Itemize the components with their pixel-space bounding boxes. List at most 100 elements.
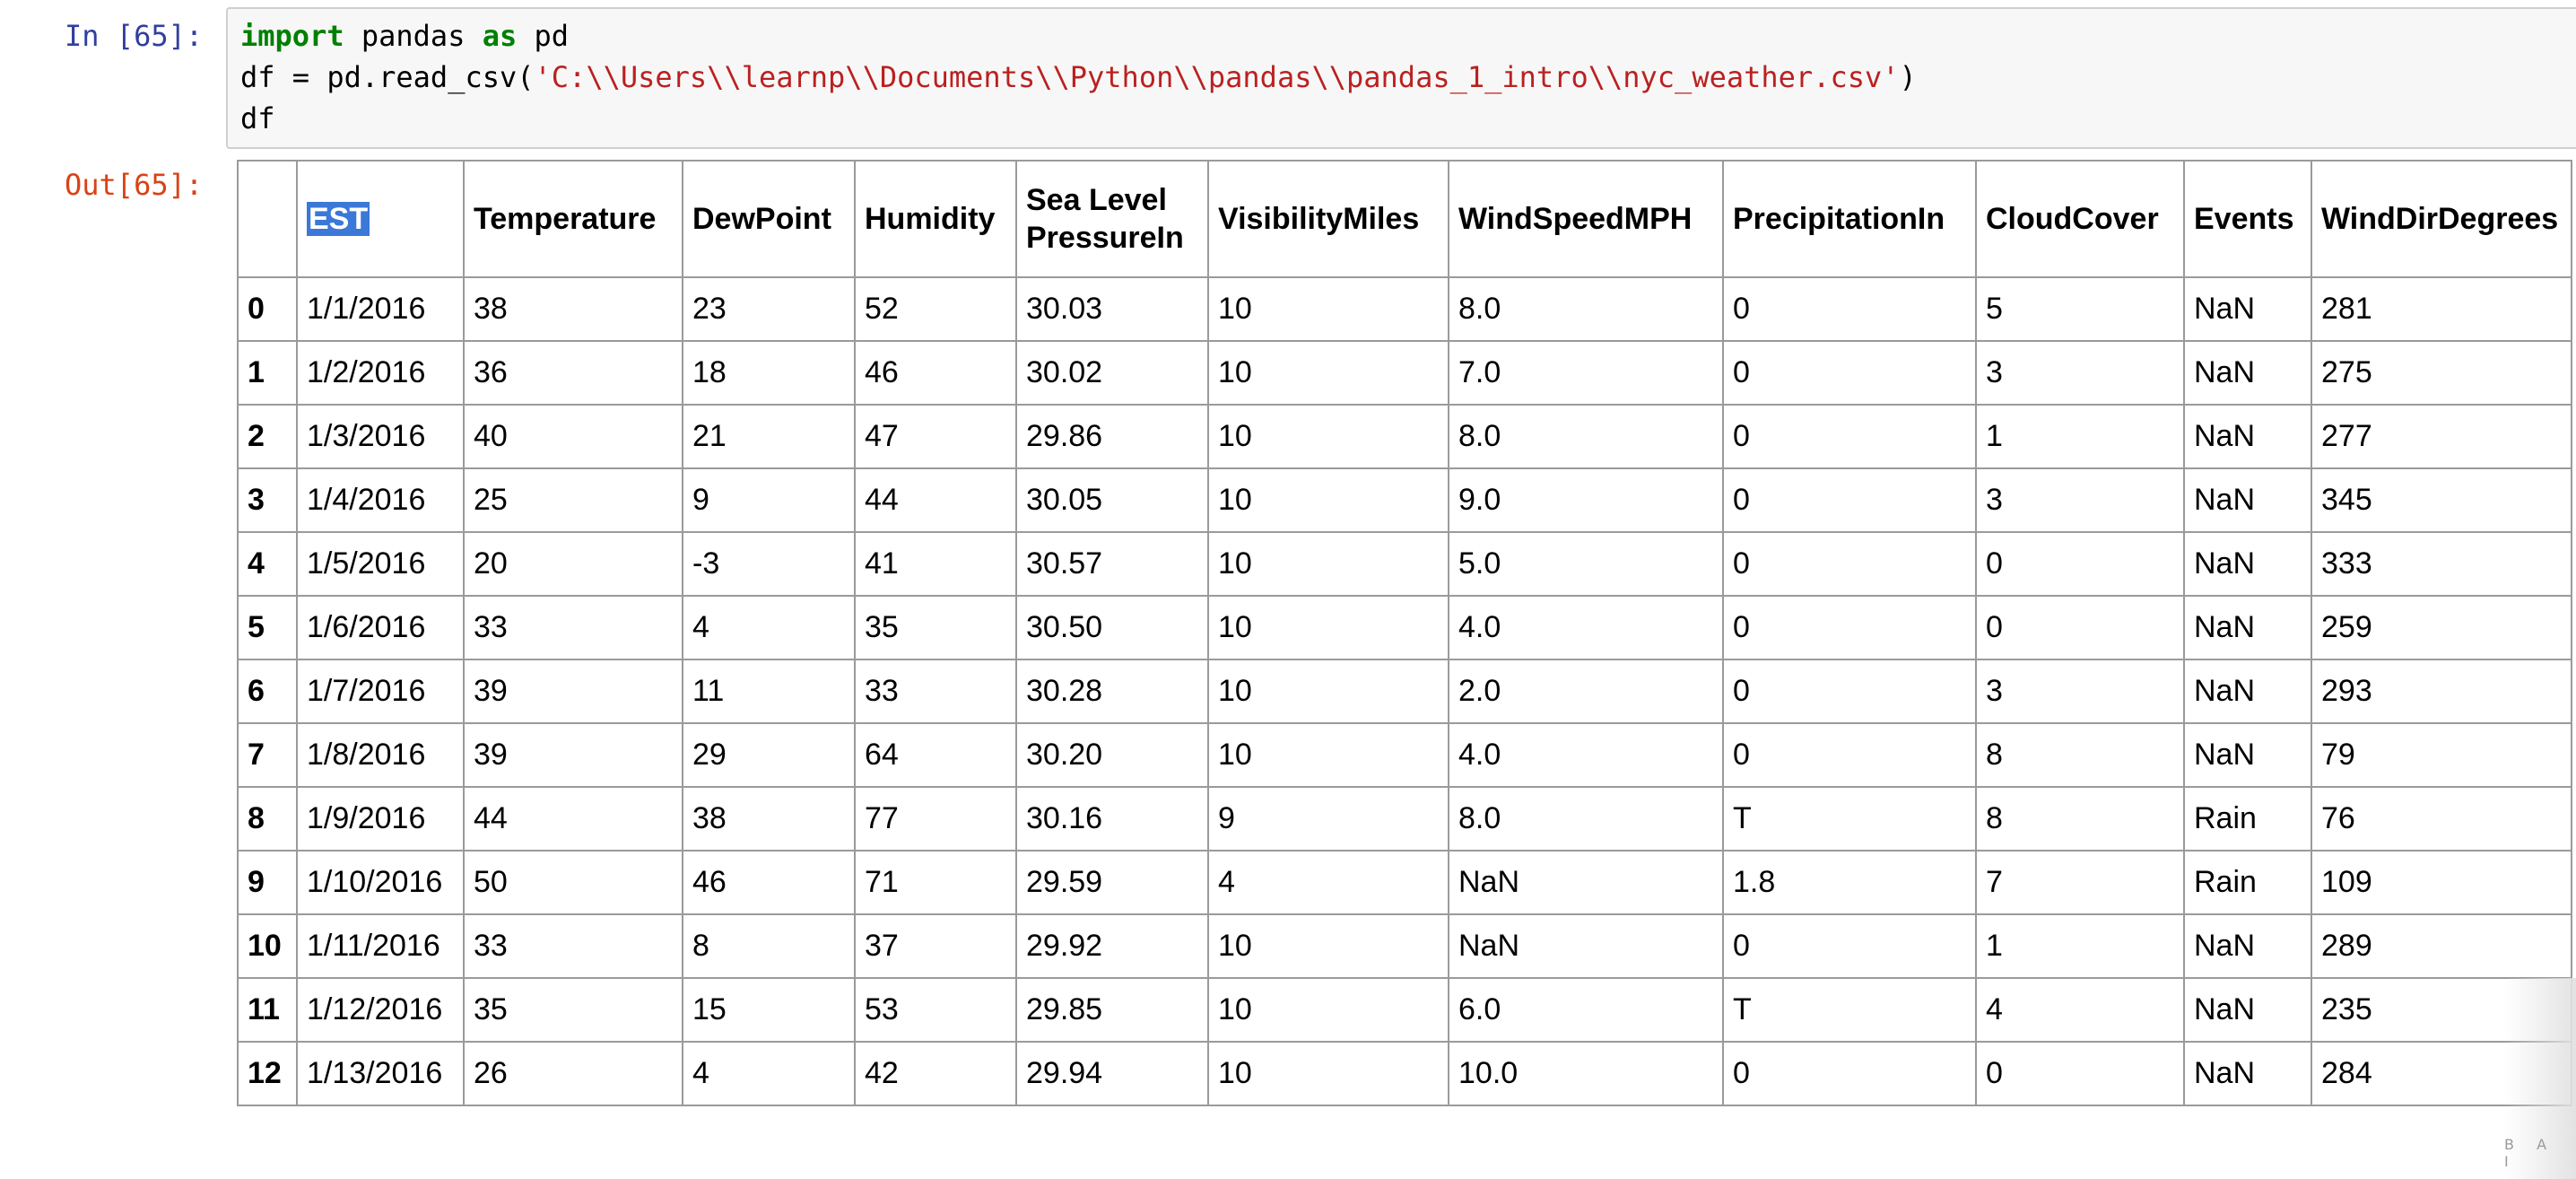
table-cell[interactable]: 29.86 bbox=[1015, 404, 1209, 469]
table-cell[interactable]: 0 bbox=[1722, 659, 1977, 724]
table-cell[interactable]: 8.0 bbox=[1448, 786, 1724, 852]
table-cell[interactable]: 10 bbox=[1207, 977, 1449, 1043]
table-cell[interactable]: 46 bbox=[854, 340, 1017, 406]
table-cell[interactable]: 10 bbox=[1207, 404, 1449, 469]
table-cell[interactable]: 0 bbox=[1722, 913, 1977, 979]
table-cell[interactable]: 39 bbox=[463, 659, 683, 724]
table-cell[interactable]: 15 bbox=[682, 977, 856, 1043]
table-cell[interactable]: 8.0 bbox=[1448, 276, 1724, 342]
table-cell[interactable]: 40 bbox=[463, 404, 683, 469]
table-cell[interactable]: 29 bbox=[682, 722, 856, 788]
table-cell[interactable]: 289 bbox=[2311, 913, 2572, 979]
table-cell[interactable]: -3 bbox=[682, 531, 856, 597]
table-cell[interactable]: 10 bbox=[1207, 595, 1449, 660]
table-cell[interactable]: 29.94 bbox=[1015, 1041, 1209, 1106]
table-cell[interactable]: 1/3/2016 bbox=[296, 404, 465, 469]
table-cell[interactable]: 3 bbox=[1975, 467, 2185, 533]
table-cell[interactable]: 38 bbox=[682, 786, 856, 852]
table-cell[interactable]: 29.85 bbox=[1015, 977, 1209, 1043]
column-header[interactable]: Temperature bbox=[463, 160, 683, 278]
table-cell[interactable]: 30.57 bbox=[1015, 531, 1209, 597]
table-cell[interactable]: 39 bbox=[463, 722, 683, 788]
table-cell[interactable]: 8.0 bbox=[1448, 404, 1724, 469]
table-cell[interactable]: 10 bbox=[1207, 276, 1449, 342]
table-cell[interactable]: 64 bbox=[854, 722, 1017, 788]
column-header[interactable]: CloudCover bbox=[1975, 160, 2185, 278]
table-cell[interactable]: 1/5/2016 bbox=[296, 531, 465, 597]
table-cell[interactable]: 0 bbox=[1975, 531, 2185, 597]
table-cell[interactable]: 0 bbox=[1975, 595, 2185, 660]
table-cell[interactable]: 2.0 bbox=[1448, 659, 1724, 724]
table-cell[interactable]: 1 bbox=[1975, 404, 2185, 469]
table-cell[interactable]: Rain bbox=[2183, 786, 2312, 852]
table-cell[interactable]: 8 bbox=[1975, 786, 2185, 852]
table-cell[interactable]: 10 bbox=[1207, 1041, 1449, 1106]
column-header[interactable]: Sea Level PressureIn bbox=[1015, 160, 1209, 278]
table-cell[interactable]: 8 bbox=[682, 913, 856, 979]
table-cell[interactable]: T bbox=[1722, 786, 1977, 852]
table-cell[interactable]: NaN bbox=[2183, 722, 2312, 788]
table-cell[interactable]: 1/6/2016 bbox=[296, 595, 465, 660]
table-cell[interactable]: NaN bbox=[2183, 659, 2312, 724]
table-cell[interactable]: 0 bbox=[1722, 531, 1977, 597]
table-cell[interactable]: 36 bbox=[463, 340, 683, 406]
table-cell[interactable]: 1/12/2016 bbox=[296, 977, 465, 1043]
table-cell[interactable]: 0 bbox=[1722, 404, 1977, 469]
column-header[interactable]: WindDirDegrees bbox=[2311, 160, 2572, 278]
table-cell[interactable]: 30.03 bbox=[1015, 276, 1209, 342]
table-cell[interactable]: NaN bbox=[2183, 531, 2312, 597]
table-cell[interactable]: 46 bbox=[682, 850, 856, 915]
table-cell[interactable]: 30.20 bbox=[1015, 722, 1209, 788]
column-header[interactable]: DewPoint bbox=[682, 160, 856, 278]
table-cell[interactable]: 9.0 bbox=[1448, 467, 1724, 533]
column-header[interactable]: PrecipitationIn bbox=[1722, 160, 1977, 278]
table-cell[interactable]: 25 bbox=[463, 467, 683, 533]
table-cell[interactable]: 30.50 bbox=[1015, 595, 1209, 660]
table-cell[interactable]: 1/13/2016 bbox=[296, 1041, 465, 1106]
table-cell[interactable]: NaN bbox=[1448, 850, 1724, 915]
table-cell[interactable]: 6.0 bbox=[1448, 977, 1724, 1043]
table-cell[interactable]: 3 bbox=[1975, 659, 2185, 724]
column-header[interactable]: WindSpeedMPH bbox=[1448, 160, 1724, 278]
column-header[interactable]: Events bbox=[2183, 160, 2312, 278]
table-cell[interactable]: 1.8 bbox=[1722, 850, 1977, 915]
table-cell[interactable]: 10 bbox=[1207, 913, 1449, 979]
table-cell[interactable]: 10.0 bbox=[1448, 1041, 1724, 1106]
table-cell[interactable]: 8 bbox=[1975, 722, 2185, 788]
table-cell[interactable]: 29.59 bbox=[1015, 850, 1209, 915]
table-cell[interactable]: 0 bbox=[1722, 722, 1977, 788]
table-cell[interactable]: 293 bbox=[2311, 659, 2572, 724]
table-cell[interactable]: 0 bbox=[1722, 595, 1977, 660]
table-cell[interactable]: 9 bbox=[1207, 786, 1449, 852]
table-cell[interactable]: 345 bbox=[2311, 467, 2572, 533]
table-cell[interactable]: 5.0 bbox=[1448, 531, 1724, 597]
table-cell[interactable]: 0 bbox=[1722, 1041, 1977, 1106]
table-cell[interactable]: NaN bbox=[2183, 467, 2312, 533]
table-cell[interactable]: 20 bbox=[463, 531, 683, 597]
table-cell[interactable]: NaN bbox=[2183, 276, 2312, 342]
table-cell[interactable]: 10 bbox=[1207, 467, 1449, 533]
table-cell[interactable]: 11 bbox=[682, 659, 856, 724]
code-input-area[interactable]: import pandas as pd df = pd.read_csv('C:… bbox=[226, 7, 2576, 149]
table-cell[interactable]: 0 bbox=[1722, 276, 1977, 342]
table-cell[interactable]: 30.16 bbox=[1015, 786, 1209, 852]
table-cell[interactable]: 4.0 bbox=[1448, 722, 1724, 788]
table-cell[interactable]: 10 bbox=[1207, 722, 1449, 788]
table-cell[interactable]: 52 bbox=[854, 276, 1017, 342]
table-cell[interactable]: 44 bbox=[854, 467, 1017, 533]
table-cell[interactable]: NaN bbox=[1448, 913, 1724, 979]
table-cell[interactable]: 53 bbox=[854, 977, 1017, 1043]
table-cell[interactable]: 1/2/2016 bbox=[296, 340, 465, 406]
table-cell[interactable]: 9 bbox=[682, 467, 856, 533]
table-cell[interactable]: 41 bbox=[854, 531, 1017, 597]
table-cell[interactable]: NaN bbox=[2183, 340, 2312, 406]
table-cell[interactable]: 44 bbox=[463, 786, 683, 852]
table-cell[interactable]: 79 bbox=[2311, 722, 2572, 788]
table-cell[interactable]: T bbox=[1722, 977, 1977, 1043]
table-cell[interactable]: Rain bbox=[2183, 850, 2312, 915]
table-cell[interactable]: 1/11/2016 bbox=[296, 913, 465, 979]
column-header[interactable]: VisibilityMiles bbox=[1207, 160, 1449, 278]
table-cell[interactable]: 1/4/2016 bbox=[296, 467, 465, 533]
table-cell[interactable]: 35 bbox=[854, 595, 1017, 660]
table-cell[interactable]: 4 bbox=[682, 595, 856, 660]
